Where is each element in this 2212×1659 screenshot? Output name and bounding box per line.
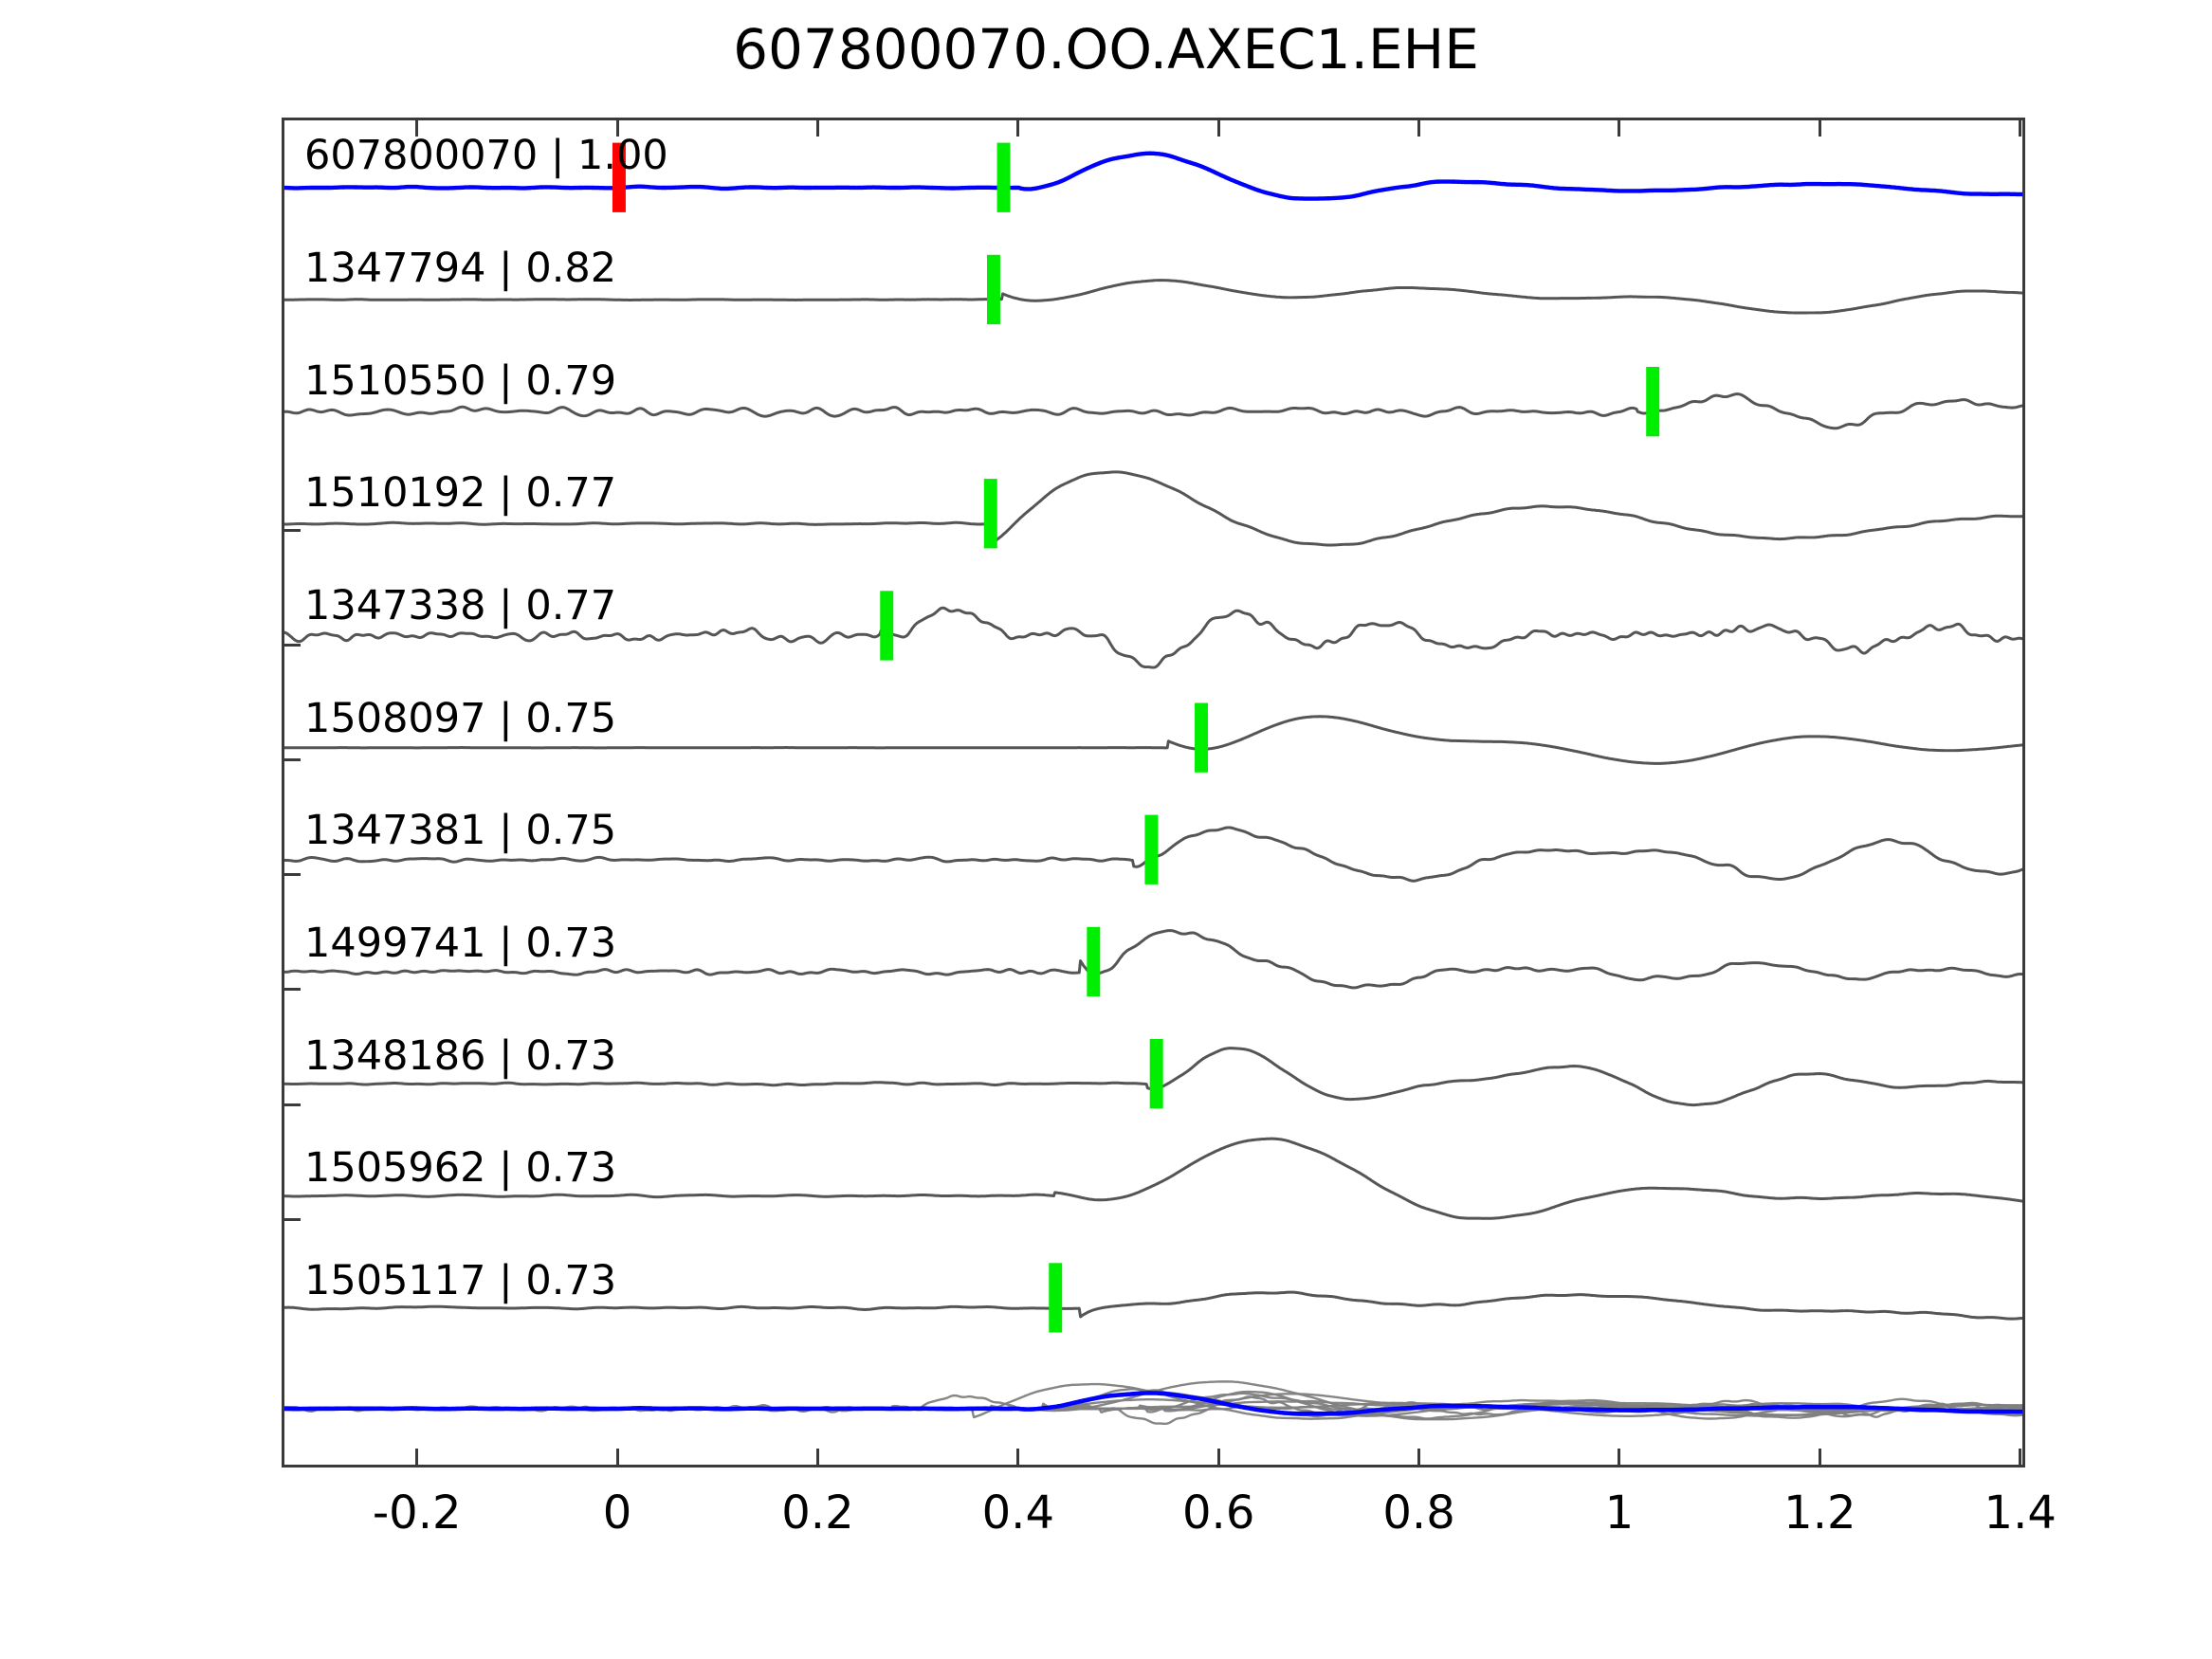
y-tick-mark bbox=[282, 1103, 301, 1106]
x-tick-label: 0.8 bbox=[1382, 1486, 1455, 1540]
trace-label-1508097: 1508097 | 0.75 bbox=[304, 694, 617, 742]
x-tick-label: 0.6 bbox=[1182, 1486, 1255, 1540]
trace-label-1499741: 1499741 | 0.73 bbox=[304, 919, 617, 967]
pick-marker-1510550 bbox=[1646, 366, 1660, 437]
y-tick-mark bbox=[282, 873, 301, 877]
origin-marker-607800070 bbox=[612, 142, 626, 212]
x-tick-label: 1.2 bbox=[1783, 1486, 1856, 1540]
trace-line-1510192 bbox=[284, 470, 2022, 547]
x-tick-label: 0.2 bbox=[781, 1486, 854, 1540]
trace-label-1505962: 1505962 | 0.73 bbox=[304, 1144, 617, 1193]
x-tick-mark-top bbox=[1016, 118, 1020, 137]
x-tick-label: 0 bbox=[602, 1486, 632, 1540]
x-tick-mark-top bbox=[1417, 118, 1421, 137]
x-tick-mark bbox=[1618, 1449, 1621, 1468]
x-tick-mark-top bbox=[1216, 118, 1220, 137]
trace-label-1348186: 1348186 | 0.73 bbox=[304, 1031, 617, 1080]
x-tick-label: 1 bbox=[1604, 1486, 1635, 1540]
trace-line-1505117 bbox=[284, 1290, 2022, 1321]
y-tick-mark bbox=[282, 988, 301, 992]
figure-title: 607800070.OO.AXEC1.EHE bbox=[733, 17, 1479, 82]
x-tick-mark bbox=[415, 1449, 419, 1468]
x-tick-mark-top bbox=[815, 118, 819, 137]
pick-marker-1348186 bbox=[1149, 1038, 1163, 1109]
x-tick-mark-top bbox=[2019, 118, 2022, 137]
x-tick-mark bbox=[2019, 1449, 2022, 1468]
pick-marker-1508097 bbox=[1195, 702, 1209, 773]
pick-marker-1510192 bbox=[983, 479, 997, 549]
trace-label-1347381: 1347381 | 0.75 bbox=[304, 807, 617, 855]
pick-marker-1499741 bbox=[1087, 926, 1101, 997]
pick-marker-1347338 bbox=[880, 591, 894, 661]
y-tick-mark bbox=[282, 529, 301, 533]
y-tick-mark bbox=[282, 644, 301, 647]
x-tick-mark-top bbox=[615, 118, 619, 137]
trace-line-1499741 bbox=[284, 929, 2022, 990]
trace-line-1510550 bbox=[284, 392, 2022, 430]
trace-line-1505962 bbox=[284, 1137, 2022, 1220]
x-tick-mark bbox=[1818, 1449, 1821, 1468]
stack-template-trace bbox=[284, 1391, 2022, 1416]
x-tick-mark bbox=[815, 1449, 819, 1468]
x-tick-mark-top bbox=[1618, 118, 1621, 137]
x-tick-mark bbox=[1016, 1449, 1020, 1468]
pick-marker-1347381 bbox=[1144, 814, 1159, 884]
y-tick-mark bbox=[282, 1217, 301, 1221]
y-tick-mark bbox=[282, 758, 301, 762]
x-tick-label: -0.2 bbox=[372, 1486, 462, 1540]
trace-label-1510192: 1510192 | 0.77 bbox=[304, 469, 617, 518]
trace-line-1508097 bbox=[284, 715, 2022, 765]
x-tick-mark bbox=[1216, 1449, 1220, 1468]
x-tick-mark-top bbox=[415, 118, 419, 137]
x-tick-label: 1.4 bbox=[1983, 1486, 2057, 1540]
pick-marker-1347794 bbox=[986, 254, 1000, 325]
trace-label-1347338: 1347338 | 0.77 bbox=[304, 581, 617, 629]
waveform-canvas bbox=[284, 142, 2022, 1425]
plot-axes bbox=[282, 118, 2025, 1468]
trace-line-1347794 bbox=[284, 279, 2022, 315]
trace-label-607800070: 607800070 | 1.00 bbox=[304, 132, 668, 180]
x-tick-mark bbox=[615, 1449, 619, 1468]
pick-marker-1505117 bbox=[1049, 1263, 1063, 1333]
x-tick-mark-top bbox=[1818, 118, 1821, 137]
trace-label-1347794: 1347794 | 0.82 bbox=[304, 244, 617, 292]
pick-marker-607800070 bbox=[996, 142, 1011, 212]
trace-line-607800070 bbox=[284, 151, 2022, 201]
x-tick-label: 0.4 bbox=[981, 1486, 1054, 1540]
trace-line-1347338 bbox=[284, 606, 2022, 669]
trace-label-1505117: 1505117 | 0.73 bbox=[304, 1256, 617, 1304]
x-tick-mark bbox=[1417, 1449, 1421, 1468]
trace-label-1510550: 1510550 | 0.79 bbox=[304, 356, 617, 405]
